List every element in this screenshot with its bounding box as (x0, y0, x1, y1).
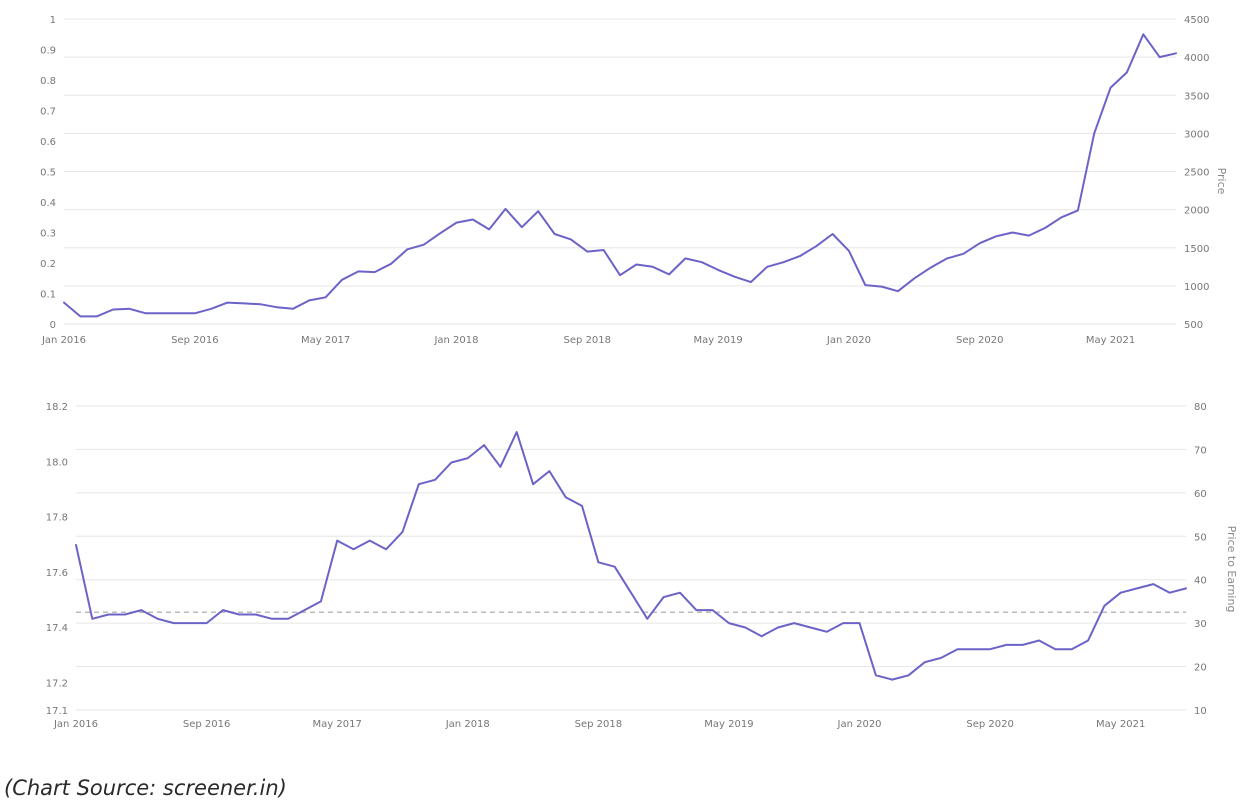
right-axis-tick-label: 3500 (1184, 91, 1209, 102)
left-axis-tick-label: 0 (50, 320, 56, 331)
left-axis-tick-label: 17.2 (46, 678, 68, 689)
right-axis-title: Price (1215, 168, 1228, 195)
x-axis-tick-label: Jan 2016 (41, 335, 86, 346)
left-axis-tick-label: 17.8 (46, 513, 68, 524)
right-axis-tick-label: 50 (1194, 532, 1207, 543)
series-line (75, 431, 1187, 681)
chart-source-caption: (Chart Source: screener.in) (4, 776, 287, 800)
right-axis-tick-label: 4500 (1184, 15, 1209, 26)
right-axis-tick-label: 2500 (1184, 168, 1209, 179)
x-axis-tick-label: May 2021 (1096, 719, 1145, 730)
pe-chart: 10 20 30 40 50 60 70 80 17.1 17.2 17.4 17.6 17.8 18.0… (46, 402, 1238, 730)
x-axis-tick-label: Sep 2020 (956, 335, 1003, 346)
right-axis-tick-label: 3000 (1184, 129, 1209, 140)
right-axis-tick-label: 1500 (1184, 244, 1209, 255)
x-axis-tick-label: May 2017 (301, 335, 350, 346)
right-axis-tick-label: 10 (1194, 706, 1207, 717)
left-axis-tick-label: 0.4 (40, 198, 56, 209)
x-axis-tick-label: May 2019 (693, 335, 742, 346)
left-axis-tick-label: 18.2 (46, 402, 68, 413)
x-axis-tick-label: Sep 2018 (564, 335, 611, 346)
series-line (63, 33, 1177, 318)
left-axis-tick-label: 0.5 (40, 168, 56, 179)
right-axis-tick-label: 40 (1194, 576, 1207, 587)
right-axis-tick-label: 60 (1194, 489, 1207, 500)
left-axis-tick-label: 17.1 (46, 706, 68, 717)
x-axis-tick-label: Jan 2018 (433, 335, 478, 346)
right-axis-tick-label: 1000 (1184, 282, 1209, 293)
left-axis-tick-label: 0.7 (40, 107, 56, 118)
right-axis-tick-label: 20 (1194, 663, 1207, 674)
left-axis-tick-label: 0.2 (40, 259, 56, 270)
left-axis-tick-label: 17.6 (46, 568, 68, 579)
left-axis-tick-label: 18.0 (46, 457, 68, 468)
price-chart: 500 1000 1500 2000 2500 3000 3500 4000 4500 0 0.1 0… (40, 15, 1228, 346)
left-axis-tick-label: 0.9 (40, 46, 56, 57)
left-axis-tick-label: 0.6 (40, 137, 56, 148)
left-axis-tick-label: 17.4 (46, 623, 68, 634)
x-axis-tick-label: Sep 2018 (575, 719, 622, 730)
x-axis-tick-label: Jan 2016 (53, 719, 98, 730)
x-axis-tick-label: May 2021 (1086, 335, 1135, 346)
left-axis-tick-label: 0.1 (40, 290, 56, 301)
x-axis-tick-label: May 2017 (313, 719, 362, 730)
right-axis-tick-label: 30 (1194, 619, 1207, 630)
x-axis-tick-label: Sep 2016 (183, 719, 230, 730)
right-axis-title: Price to Earning (1225, 526, 1238, 613)
x-axis-tick-label: Jan 2018 (445, 719, 490, 730)
x-axis-tick-label: Jan 2020 (837, 719, 882, 730)
x-axis-tick-label: May 2019 (704, 719, 753, 730)
x-axis-tick-label: Sep 2016 (171, 335, 218, 346)
right-axis-tick-label: 2000 (1184, 206, 1209, 217)
left-axis-tick-label: 1 (50, 15, 56, 26)
left-axis-tick-label: 0.8 (40, 76, 56, 87)
left-axis-tick-label: 0.3 (40, 229, 56, 240)
right-axis-tick-label: 4000 (1184, 53, 1209, 64)
x-axis-tick-label: Jan 2020 (826, 335, 871, 346)
right-axis-tick-label: 70 (1194, 445, 1207, 456)
right-axis-tick-label: 80 (1194, 402, 1207, 413)
right-axis-tick-label: 500 (1184, 320, 1203, 331)
x-axis-tick-label: Sep 2020 (966, 719, 1013, 730)
